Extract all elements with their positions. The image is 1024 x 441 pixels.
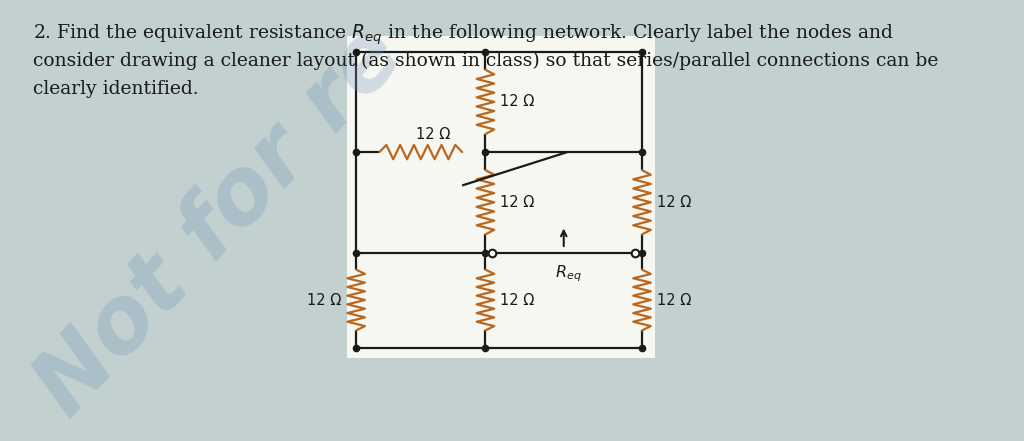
- Text: 12 Ω: 12 Ω: [657, 292, 691, 307]
- Text: 12 Ω: 12 Ω: [501, 292, 535, 307]
- Text: $R_{eq}$: $R_{eq}$: [555, 263, 582, 284]
- Text: 12 Ω: 12 Ω: [501, 195, 535, 210]
- Text: consider drawing a cleaner layout (as shown in class) so that series/parallel co: consider drawing a cleaner layout (as sh…: [34, 52, 939, 70]
- Text: 12 Ω: 12 Ω: [417, 127, 451, 142]
- Text: Not for re: Not for re: [18, 11, 421, 433]
- Text: 12 Ω: 12 Ω: [501, 94, 535, 109]
- Text: clearly identified.: clearly identified.: [34, 80, 199, 98]
- Text: 12 Ω: 12 Ω: [307, 292, 341, 307]
- Bar: [347, 36, 655, 358]
- Text: 2. Find the equivalent resistance $R_{eq}$ in the following network. Clearly lab: 2. Find the equivalent resistance $R_{eq…: [34, 23, 894, 48]
- Text: 12 Ω: 12 Ω: [657, 195, 691, 210]
